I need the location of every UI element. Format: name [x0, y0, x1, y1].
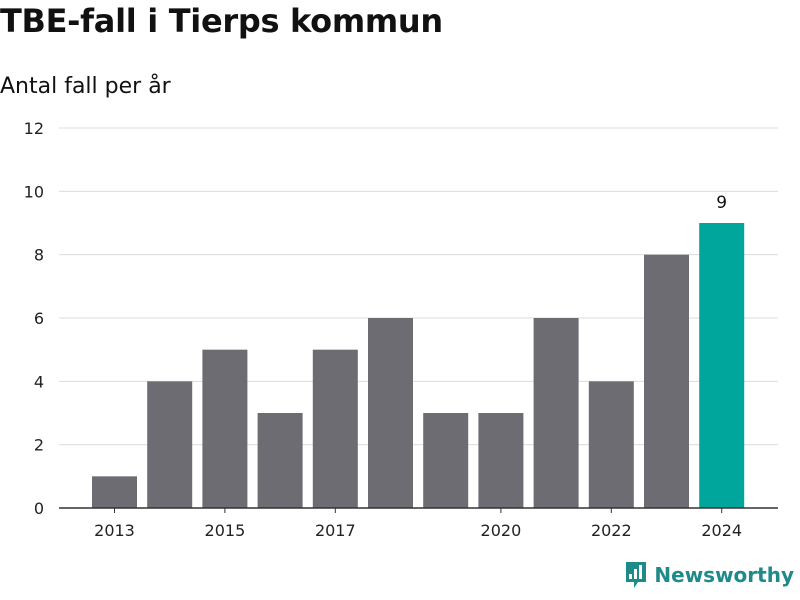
bar-2013	[92, 476, 137, 508]
y-axis-label: Antal fall per år	[0, 74, 171, 99]
x-tick-label: 2017	[315, 521, 356, 540]
x-tick-label: 2022	[591, 521, 632, 540]
bar-2019	[423, 413, 469, 508]
bar-2017	[312, 349, 358, 508]
bar-2023	[644, 254, 689, 508]
data-label: 9	[716, 193, 727, 213]
y-tick-label: 10	[24, 182, 44, 201]
y-tick-label: 12	[24, 119, 44, 138]
data-labels: 9	[716, 193, 727, 213]
y-tick-label: 8	[34, 246, 44, 265]
bar-2015	[202, 349, 248, 508]
bar-chart-speech-icon	[626, 562, 647, 588]
y-tick-labels: 0 2 4 6 8 10 12	[24, 119, 44, 518]
bar-2021	[533, 318, 579, 508]
y-tick-label: 4	[34, 372, 44, 391]
x-tick-label: 2015	[205, 521, 246, 540]
x-tick-label: 2024	[701, 521, 742, 540]
y-tick-label: 2	[34, 436, 44, 455]
x-tick-label: 2020	[481, 521, 522, 540]
y-tick-label: 6	[34, 309, 44, 328]
bar-2022	[588, 381, 634, 508]
bar-2024	[699, 223, 745, 508]
y-tick-label: 0	[34, 499, 44, 518]
bar-2018	[368, 318, 413, 508]
x-tick-label: 2013	[94, 521, 135, 540]
brand-name: Newsworthy	[654, 563, 794, 587]
brand-logo: Newsworthy	[624, 560, 794, 590]
bar-2016	[257, 413, 303, 508]
bar-2014	[147, 381, 193, 508]
bars	[92, 223, 745, 508]
x-tick-labels: 2013 2015 2017 2020 2022 2024	[94, 508, 742, 540]
bar-2020	[478, 413, 524, 508]
chart-title: TBE-fall i Tierps kommun	[0, 2, 443, 40]
